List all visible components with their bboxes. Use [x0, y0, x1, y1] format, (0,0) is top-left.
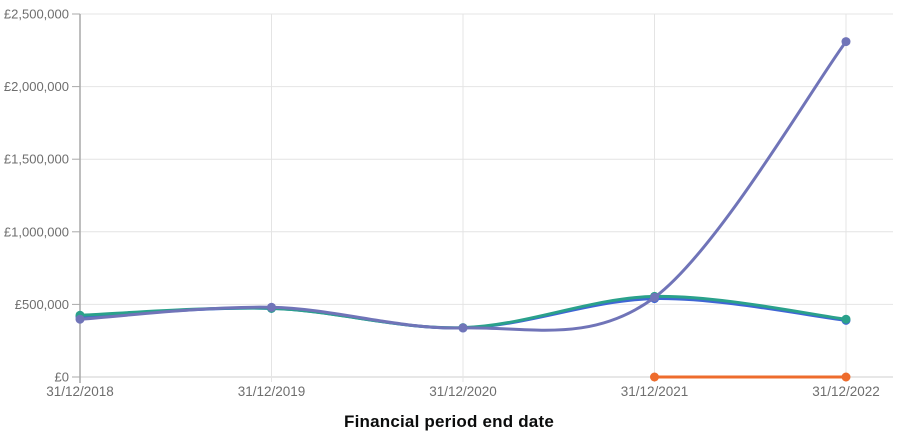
- purple-series: [75, 37, 851, 333]
- purple-series-point: [841, 37, 851, 47]
- purple-series-point: [75, 314, 85, 324]
- purple-series-line: [78, 40, 848, 332]
- chart-canvas: £0 £500,000 £1,000,000 £1,500,000 £2,000,000…: [4, 7, 893, 399]
- y-axis-tick-label: £1,000,000: [4, 224, 69, 239]
- orange-series-point: [841, 372, 851, 382]
- x-axis-tick-label: 31/12/2022: [812, 384, 880, 399]
- x-axis-tick-label: 31/12/2018: [46, 384, 114, 399]
- purple-series-point: [267, 302, 276, 312]
- x-axis-tick-label: 31/12/2020: [429, 384, 497, 399]
- y-axis-tick-label: £500,000: [15, 297, 69, 312]
- x-axis-tick-label: 31/12/2019: [238, 384, 306, 399]
- orange-series-point: [650, 372, 659, 382]
- x-axis-tick-label: 31/12/2021: [621, 384, 689, 399]
- y-axis-tick-label: £1,500,000: [4, 152, 69, 167]
- purple-series-point: [650, 292, 659, 302]
- teal-series-point: [841, 314, 851, 324]
- y-axis-tick-label: £2,000,000: [4, 79, 69, 94]
- x-axis-title: Financial period end date: [344, 412, 554, 431]
- purple-series-point: [458, 323, 468, 333]
- y-axis-tick-label: £0: [55, 370, 69, 385]
- orange-series: [650, 372, 851, 382]
- y-axis-tick-label: £2,500,000: [4, 7, 69, 22]
